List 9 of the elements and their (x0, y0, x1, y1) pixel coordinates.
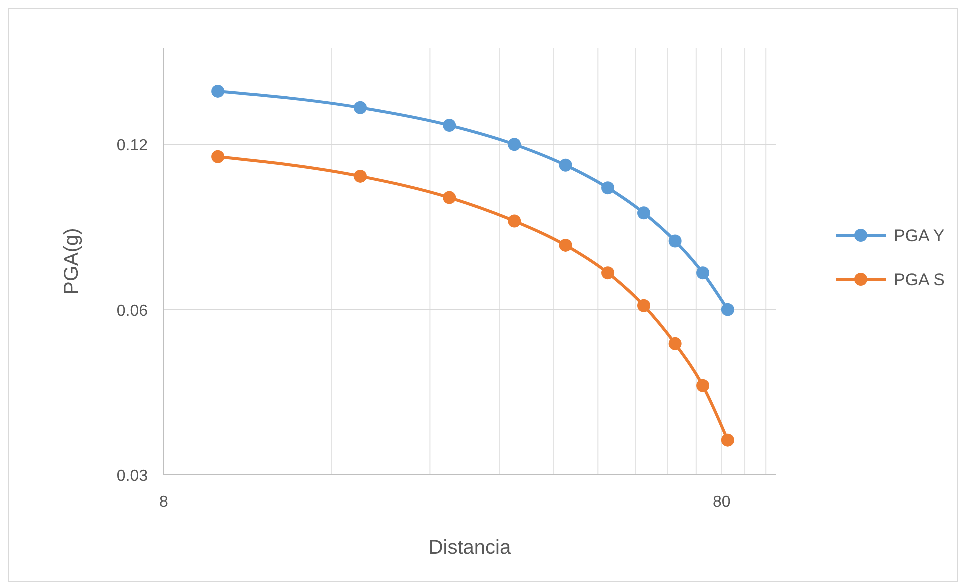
x-tick-label: 80 (713, 494, 731, 511)
y-tick-label: 0.06 (116, 302, 148, 320)
x-axis-title: Distancia (428, 537, 512, 559)
y-tick-label: 0.03 (116, 468, 148, 485)
x-tick-label: 8 (160, 494, 169, 511)
legend-label: PGA Y (894, 226, 945, 246)
legend-label: PGA S (894, 270, 946, 290)
y-tick-label: 0.12 (116, 138, 148, 155)
y-axis-title: PGA(g) (61, 228, 83, 295)
